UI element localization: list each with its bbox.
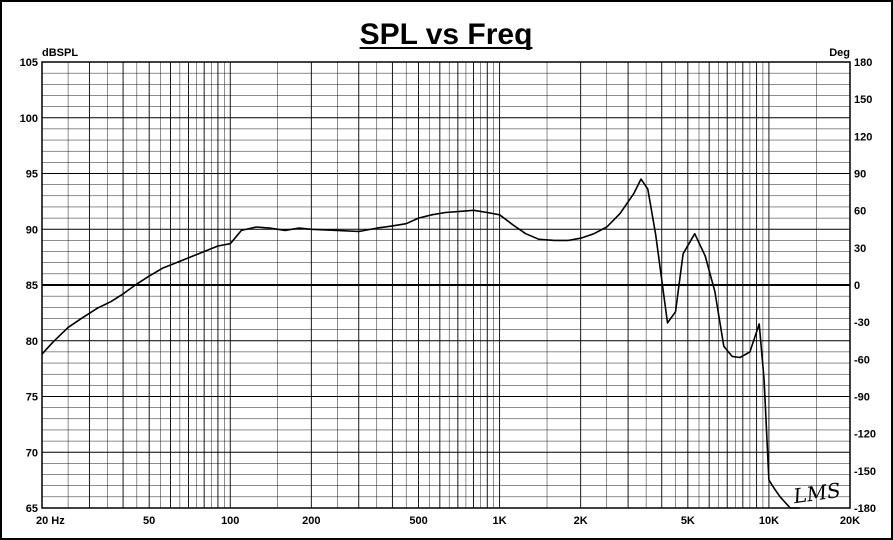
right-tick-label: -30 [854,317,870,329]
left-tick-label: 70 [26,447,38,459]
right-tick-label: 0 [854,280,860,292]
left-axis-tick-labels: 105 100 95 90 85 80 75 70 65 [20,57,38,515]
left-tick-label: 80 [26,336,38,348]
chart-title: SPL vs Freq [360,18,533,51]
right-tick-label: -120 [854,429,876,441]
x-tick-label: 5K [681,515,695,527]
left-tick-label: 65 [26,503,38,515]
right-tick-label: 120 [854,131,872,143]
right-tick-label: -90 [854,392,870,404]
right-axis-unit-label: Deg [829,47,850,59]
x-tick-label: 100 [221,515,239,527]
signature-lms: LMS [791,478,842,509]
x-tick-label: 10K [759,515,779,527]
right-tick-label: -60 [854,354,870,366]
left-tick-label: 105 [20,57,38,69]
x-tick-label: 1K [493,515,507,527]
left-tick-label: 85 [26,280,38,292]
x-tick-label: 200 [302,515,320,527]
right-tick-label: 180 [854,57,872,69]
right-axis-tick-labels: 180 150 120 90 60 30 0 -30 -60 -90 -120 -150 -180 [854,57,876,515]
right-tick-label: 150 [854,94,872,106]
left-axis-unit-label: dBSPL [42,47,78,59]
right-tick-label: -180 [854,503,876,515]
left-tick-label: 90 [26,224,38,236]
x-tick-label: 20 Hz [36,515,65,527]
right-tick-label: -150 [854,466,876,478]
left-tick-label: 75 [26,392,38,404]
x-tick-label: 20K [840,515,860,527]
x-axis-tick-labels: 20 Hz 50 100 200 500 1K 2K 5K 10K 20K [36,515,860,527]
left-tick-label: 95 [26,169,38,181]
left-tick-label: 100 [20,113,38,125]
right-tick-label: 30 [854,243,866,255]
x-tick-label: 2K [574,515,588,527]
x-tick-label: 500 [409,515,427,527]
right-tick-label: 90 [854,169,866,181]
right-tick-label: 60 [854,206,866,218]
spl-response-curve [41,178,800,509]
x-tick-label: 50 [143,515,155,527]
